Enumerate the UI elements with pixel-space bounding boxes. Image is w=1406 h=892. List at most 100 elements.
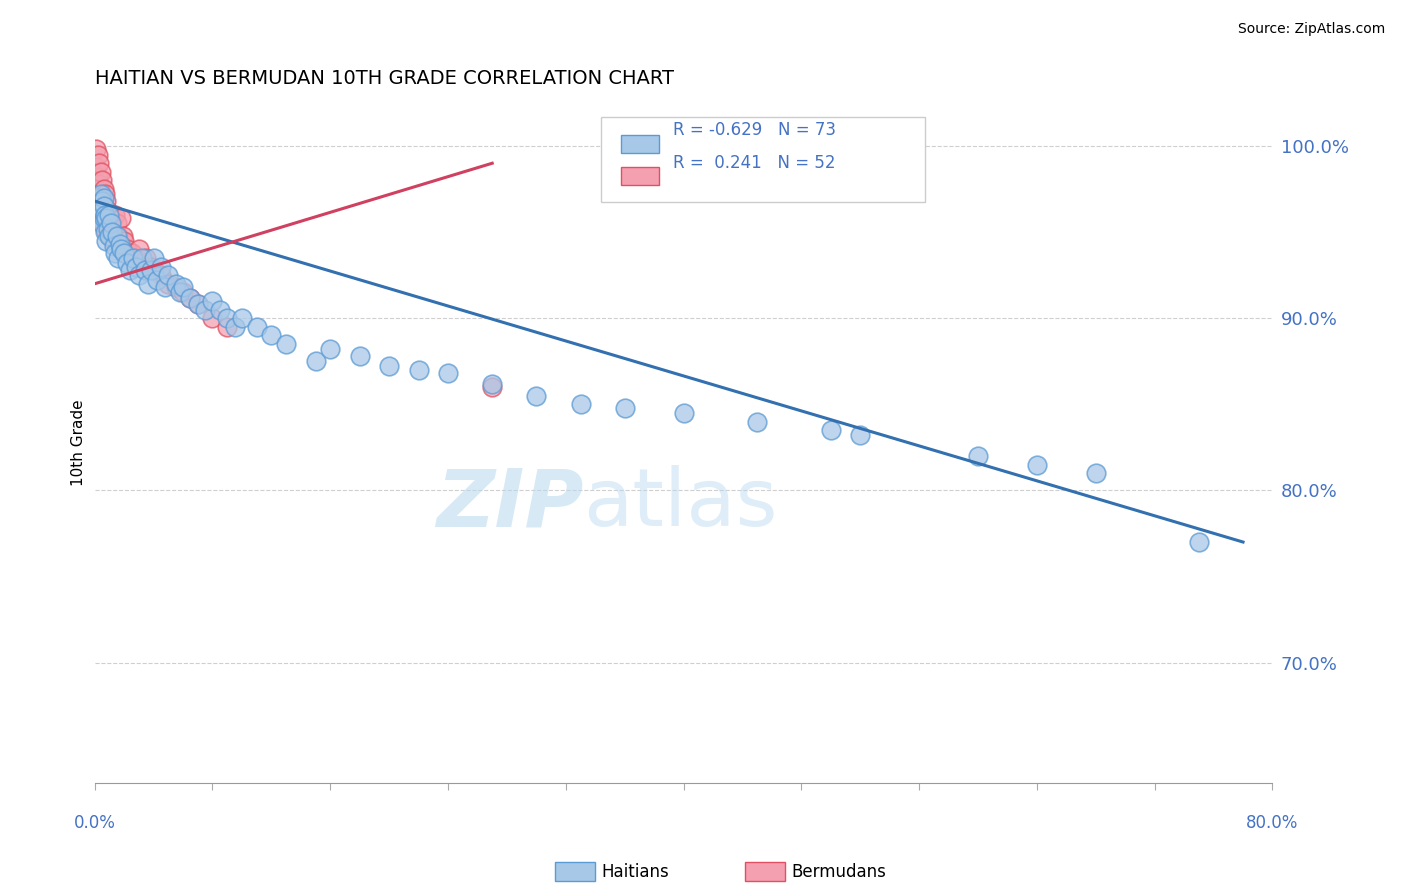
Point bbox=[524, 389, 547, 403]
Point bbox=[179, 291, 201, 305]
Point bbox=[89, 211, 111, 226]
Point bbox=[1026, 458, 1049, 472]
Point bbox=[84, 143, 107, 157]
Point bbox=[98, 211, 121, 226]
Point bbox=[107, 251, 129, 265]
Point bbox=[115, 243, 138, 257]
Point bbox=[149, 260, 172, 274]
Point bbox=[187, 297, 209, 311]
Point bbox=[93, 199, 115, 213]
Point bbox=[89, 177, 111, 191]
Point bbox=[94, 187, 117, 202]
Point bbox=[122, 251, 145, 265]
Point bbox=[613, 401, 636, 415]
Point bbox=[91, 194, 114, 208]
Point bbox=[849, 428, 872, 442]
Point bbox=[128, 243, 150, 257]
Point bbox=[179, 291, 201, 305]
Point bbox=[89, 199, 111, 213]
Point bbox=[112, 234, 135, 248]
Point bbox=[89, 156, 111, 170]
Point bbox=[201, 293, 224, 308]
Point bbox=[111, 228, 134, 243]
Point bbox=[84, 160, 107, 174]
Point bbox=[86, 147, 108, 161]
Point bbox=[94, 208, 117, 222]
Point bbox=[108, 237, 131, 252]
Point bbox=[201, 311, 224, 326]
Point bbox=[217, 311, 239, 326]
Point bbox=[100, 217, 122, 231]
Point bbox=[142, 263, 165, 277]
Text: ZIP: ZIP bbox=[436, 466, 583, 543]
Point bbox=[90, 204, 112, 219]
Point bbox=[349, 349, 371, 363]
Point bbox=[481, 376, 503, 391]
Point bbox=[97, 204, 120, 219]
Point bbox=[110, 211, 132, 226]
Point bbox=[967, 449, 990, 463]
Text: Bermudans: Bermudans bbox=[792, 863, 886, 881]
Point bbox=[132, 256, 155, 270]
Point bbox=[142, 251, 165, 265]
Point bbox=[165, 280, 187, 294]
Point bbox=[89, 194, 111, 208]
Point bbox=[187, 297, 209, 311]
Point bbox=[136, 277, 159, 291]
Point bbox=[86, 169, 108, 184]
Point bbox=[378, 359, 401, 374]
Point bbox=[91, 173, 114, 187]
Point bbox=[157, 268, 180, 282]
Point bbox=[128, 268, 150, 282]
Point bbox=[90, 187, 112, 202]
Point bbox=[139, 260, 162, 274]
Point bbox=[97, 221, 120, 235]
Point bbox=[108, 239, 131, 253]
Point bbox=[135, 251, 157, 265]
Point bbox=[820, 423, 842, 437]
Point bbox=[107, 228, 129, 243]
Text: Haitians: Haitians bbox=[602, 863, 669, 881]
Point bbox=[103, 239, 125, 253]
Text: Source: ZipAtlas.com: Source: ZipAtlas.com bbox=[1237, 22, 1385, 37]
Point bbox=[90, 208, 112, 222]
Point bbox=[569, 397, 592, 411]
Point bbox=[98, 208, 121, 222]
Point bbox=[121, 245, 143, 260]
Point bbox=[101, 225, 124, 239]
Point bbox=[118, 263, 141, 277]
Point bbox=[110, 243, 132, 257]
Point bbox=[93, 191, 115, 205]
Point bbox=[96, 211, 118, 226]
Point bbox=[100, 217, 122, 231]
Point bbox=[274, 337, 297, 351]
Point bbox=[93, 199, 115, 213]
Point bbox=[91, 204, 114, 219]
Point bbox=[149, 268, 172, 282]
Point bbox=[172, 285, 194, 300]
Point bbox=[408, 363, 430, 377]
Point bbox=[134, 263, 156, 277]
FancyBboxPatch shape bbox=[621, 135, 659, 153]
Point bbox=[747, 415, 769, 429]
Point bbox=[481, 380, 503, 394]
Point bbox=[98, 228, 121, 243]
Point bbox=[93, 182, 115, 196]
Point bbox=[105, 217, 128, 231]
Point bbox=[319, 342, 342, 356]
Point bbox=[139, 263, 162, 277]
Y-axis label: 10th Grade: 10th Grade bbox=[72, 400, 86, 486]
Point bbox=[94, 221, 117, 235]
Point bbox=[91, 217, 114, 231]
Point bbox=[112, 245, 135, 260]
Point bbox=[91, 211, 114, 226]
Point bbox=[103, 234, 125, 248]
Point bbox=[131, 251, 153, 265]
Point bbox=[672, 406, 695, 420]
Point bbox=[304, 354, 326, 368]
Text: 80.0%: 80.0% bbox=[1246, 814, 1299, 832]
Point bbox=[94, 225, 117, 239]
Text: R = -0.629   N = 73: R = -0.629 N = 73 bbox=[673, 121, 837, 139]
Point bbox=[1188, 535, 1211, 549]
Point bbox=[1084, 466, 1107, 480]
